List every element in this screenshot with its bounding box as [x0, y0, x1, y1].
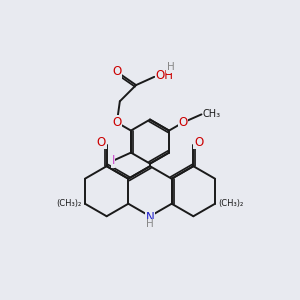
Text: N: N — [146, 211, 154, 224]
Text: O: O — [194, 136, 203, 148]
Text: OH: OH — [156, 69, 174, 82]
Text: H: H — [146, 220, 154, 230]
Text: CH₃: CH₃ — [203, 110, 221, 119]
Text: (CH₃)₂: (CH₃)₂ — [219, 199, 244, 208]
Text: I: I — [111, 154, 115, 167]
Text: O: O — [112, 116, 122, 129]
Text: O: O — [97, 136, 106, 148]
Text: H: H — [167, 62, 174, 72]
Text: (CH₃)₂: (CH₃)₂ — [56, 199, 81, 208]
Text: O: O — [112, 65, 122, 78]
Text: O: O — [178, 116, 188, 129]
